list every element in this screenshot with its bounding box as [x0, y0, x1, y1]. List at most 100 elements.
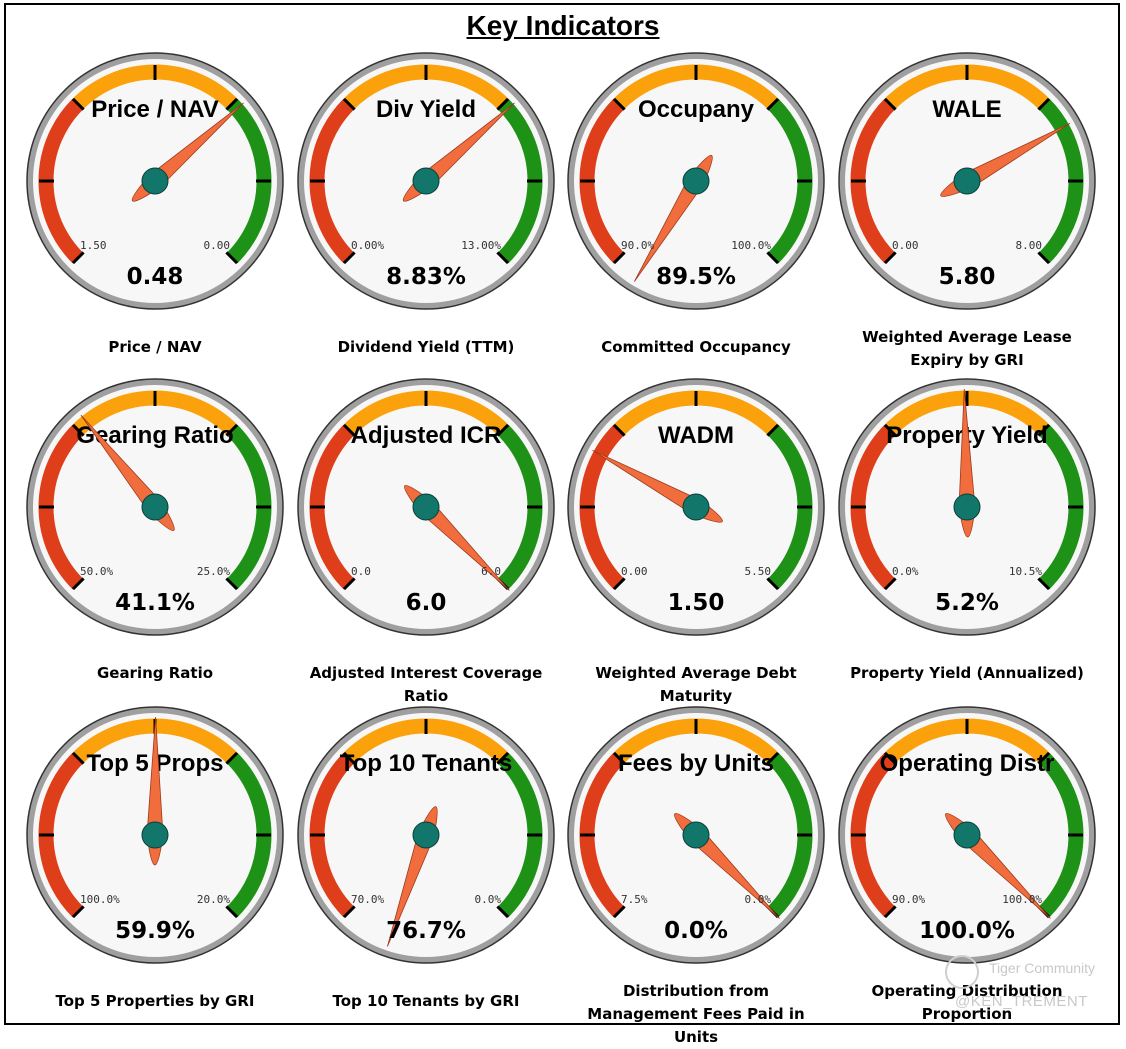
gauge-min-label: 90.0%: [621, 239, 655, 252]
gauge-hub: [682, 493, 710, 521]
gauge-needle-layer: [592, 449, 723, 523]
gauge-caption: Distribution from Management Fees Paid i…: [587, 982, 805, 1046]
gauge-hub: [412, 821, 440, 849]
gauge-tick: [71, 251, 85, 265]
gauge-needle-layer: [402, 102, 515, 202]
gauge-value: 76.7%: [386, 918, 466, 944]
gauge-needle-layer: [141, 716, 169, 866]
gauge-caption: Operating Distribution Proportion: [871, 982, 1063, 1023]
gauge-hub: [953, 493, 981, 521]
gauge-max-label: 5.50: [744, 565, 772, 578]
gauge-caption: Gearing Ratio: [96, 664, 214, 682]
gauge-tick: [1037, 423, 1051, 437]
gauge-tick: [71, 423, 85, 437]
gauge-caption: Weighted Average Lease Expiry by GRI: [862, 328, 1072, 369]
gauge-card: Div Yield 0.00% 13.00% 8.83% Dividend Yield …: [291, 48, 561, 374]
gauge-tick: [612, 577, 626, 591]
gauge-value: 6.0: [405, 590, 447, 616]
gauge-tick: [766, 751, 780, 765]
gauge-tick: [496, 97, 510, 111]
gauge-max-label: 0.0%: [474, 893, 502, 906]
gauge-card: Occupany 90.0% 100.0% 89.5% Committed Occupa…: [561, 48, 831, 374]
gauge-caption: Committed Occupancy: [601, 338, 791, 356]
gauge-min-label: 0.0: [351, 565, 371, 578]
gauge-value: 59.9%: [115, 918, 195, 944]
gauge-tick: [612, 97, 626, 111]
gauge-min-label: 0.00%: [351, 239, 385, 252]
gauge-needle-layer: [940, 122, 1071, 197]
gauge-needle-layer: [945, 813, 1051, 919]
gauge-tick: [71, 905, 85, 919]
gauge-min-label: 1.50: [80, 239, 107, 252]
gauge-tick: [883, 251, 897, 265]
gauge-max-label: 25.0%: [196, 565, 230, 578]
gauge-hub: [953, 821, 981, 849]
gauge-value: 8.83%: [386, 264, 466, 290]
gauge-tick: [1037, 97, 1051, 111]
gauge-needle-layer: [131, 102, 244, 202]
gauge-hub: [682, 167, 710, 195]
gauge-card: Price / NAV 1.50 0.00 0.48 Price / NAV: [20, 48, 290, 374]
gauge-card: WADM 0.00 5.50 1.50 Weighted Average Debt Ma…: [561, 374, 831, 705]
gauge-min-label: 0.0%: [892, 565, 919, 578]
gauge-tick: [1037, 751, 1051, 765]
gauge-value: 1.50: [667, 590, 725, 616]
gauge-needle-layer: [633, 154, 713, 282]
gauge-min-label: 100.0%: [80, 893, 120, 906]
gauge-tick: [766, 251, 780, 265]
gauge-tick: [612, 423, 626, 437]
gauge-tick: [342, 905, 356, 919]
gauge-tick: [612, 751, 626, 765]
gauge-caption: Property Yield (Annualized): [850, 664, 1084, 682]
gauge-card: Property Yield 0.0% 10.5% 5.2% Property Yiel…: [832, 374, 1102, 700]
gauge-max-label: 0.00: [203, 239, 231, 252]
gauge-value: 41.1%: [115, 590, 195, 616]
gauge-caption: Dividend Yield (TTM): [337, 338, 515, 356]
gauge-tick: [225, 577, 239, 591]
gauge-min-label: 0.00: [621, 565, 648, 578]
gauge-value: 89.5%: [656, 264, 736, 290]
gauge-hub: [682, 821, 710, 849]
gauge-caption: Weighted Average Debt Maturity: [595, 664, 797, 705]
gauge-tick: [496, 423, 510, 437]
gauge-caption: Top 10 Tenants by GRI: [332, 992, 520, 1010]
gauge-max-label: 0.0%: [744, 893, 772, 906]
gauge-min-label: 7.5%: [621, 893, 648, 906]
gauge-hub: [953, 167, 981, 195]
gauge-tick: [883, 905, 897, 919]
gauge-min-label: 70.0%: [351, 893, 385, 906]
gauge-tick: [766, 577, 780, 591]
gauge-value: 0.48: [126, 264, 184, 290]
gauge-tick: [1037, 577, 1051, 591]
gauge-needle-layer: [404, 485, 510, 591]
gauge-tick: [225, 423, 239, 437]
gauge-max-label: 20.0%: [196, 893, 230, 906]
gauge-caption: Top 5 Properties by GRI: [55, 992, 255, 1010]
gauge-value: 5.80: [938, 264, 996, 290]
gauge-tick: [883, 423, 897, 437]
gauge-min-label: 90.0%: [892, 893, 926, 906]
gauge-tick: [612, 905, 626, 919]
gauge-tick: [225, 251, 239, 265]
gauge-card: Gearing Ratio 50.0% 25.0% 41.1% Gearing Rati…: [20, 374, 290, 700]
gauge-tick: [225, 97, 239, 111]
gauge-card: Top 10 Tenants 70.0% 0.0% 76.7% Top 10 Tenan…: [291, 702, 561, 1028]
gauge-min-label: 50.0%: [80, 565, 114, 578]
gauge-tick: [1037, 251, 1051, 265]
gauge-needle-layer: [953, 388, 981, 538]
gauge-tick: [342, 423, 356, 437]
gauge-hub: [141, 167, 169, 195]
gauge-max-label: 100.0%: [731, 239, 771, 252]
gauge-tick: [342, 97, 356, 111]
gauge-value: 5.2%: [935, 590, 999, 616]
gauge-max-label: 8.00: [1015, 239, 1043, 252]
gauge-tick: [612, 251, 626, 265]
gauge-needle-layer: [387, 806, 440, 947]
gauge-tick: [342, 751, 356, 765]
gauge-card: WALE 0.00 8.00 5.80 Weighted Average Lease E…: [832, 48, 1102, 374]
gauge-tick: [225, 751, 239, 765]
gauge-tick: [883, 577, 897, 591]
gauge-tick: [71, 577, 85, 591]
gauge-hub: [141, 821, 169, 849]
gauge-card: Operating Distr 90.0% 100.0% 100.0% Operatin…: [832, 702, 1102, 1028]
